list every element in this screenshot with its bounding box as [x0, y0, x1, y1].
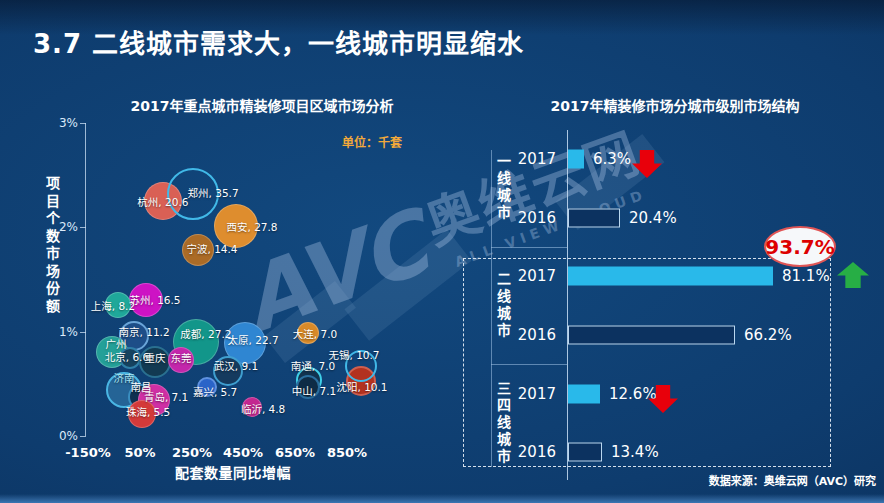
bubble-label: 宁波, 14.4 [186, 240, 237, 255]
x-tick-label: -150% [65, 445, 111, 460]
bar-value-label: 81.1% [782, 267, 830, 285]
bubble-label: 东莞 [171, 350, 192, 365]
x-tick-label: 250% [172, 445, 212, 460]
bar-year-label: 2017 [508, 385, 556, 403]
y-axis-line [85, 123, 86, 436]
bubble-label: 西安, 27.8 [226, 218, 277, 233]
y-tick-label: 1% [48, 325, 78, 339]
bar-year-label: 2017 [508, 267, 556, 285]
y-tick-label: 3% [48, 116, 78, 130]
bubble-label: 嘉兴, 5.7 [193, 384, 237, 399]
bubble-label: 珠海, 5.5 [126, 404, 170, 419]
bubble-label: 重庆 [145, 350, 166, 365]
bubble-label: 青岛, 7.1 [144, 388, 188, 403]
y-axis-title: 项目个数市场份额 [42, 176, 62, 336]
bar-chart-title: 2017年精装修市场分城市级别市场结构 [525, 95, 825, 115]
slide: 3.7 二线城市需求大，一线城市明显缩水 AVC 奥维云网 ALL VIEW C… [0, 0, 884, 503]
bar-value-label: 12.6% [609, 385, 657, 403]
y-tick-mark [80, 123, 86, 124]
bubble-label: 苏州, 16.5 [129, 291, 180, 306]
bar-year-label: 2016 [508, 443, 556, 461]
source-note: 数据来源：奥维云网（AVC）研究 [709, 472, 876, 488]
bar [568, 443, 602, 462]
unit-label: 单位：千套 [342, 133, 402, 150]
bubble-label: 沈阳, 10.1 [336, 378, 387, 393]
page-title: 3.7 二线城市需求大，一线城市明显缩水 [33, 23, 524, 60]
highlight-dashed-box [463, 258, 831, 467]
y-tick-label: 2% [48, 220, 78, 234]
bar [568, 326, 735, 345]
bar [568, 385, 600, 404]
bar-value-label: 6.3% [593, 150, 631, 168]
bar [568, 150, 584, 169]
x-tick-label: 50% [124, 445, 155, 460]
bar-year-label: 2016 [508, 326, 556, 344]
bubble-chart-title: 2017年重点城市精装修项目区域市场分析 [112, 95, 412, 115]
bubble-label: 上海, 8.2 [91, 298, 135, 313]
x-tick-label: 650% [275, 445, 315, 460]
bubble-label: 武汉, 9.1 [214, 357, 258, 372]
bottom-band [0, 494, 884, 503]
bubble-label: 无锡, 10.7 [328, 347, 379, 362]
bar [568, 209, 620, 228]
bubble-label: 中山, 7.1 [292, 383, 336, 398]
category-separator [491, 247, 568, 248]
bar-year-label: 2016 [508, 209, 556, 227]
x-axis-title: 配套数量同比增幅 [175, 462, 291, 482]
y-tick-mark [80, 332, 86, 333]
bubble-label: 北京, 6.6 [105, 349, 149, 364]
bubble-label: 临沂, 4.8 [241, 400, 285, 415]
highlight-ellipse: 93.7% [764, 226, 836, 267]
bubble-label: 太原, 22.7 [228, 332, 279, 347]
bubble-label: 大连, 7.0 [293, 326, 337, 341]
highlight-value: 93.7% [765, 235, 834, 259]
bubble-label: 成都, 27.2 [180, 326, 231, 341]
bar-value-label: 13.4% [611, 443, 659, 461]
y-tick-mark [80, 436, 86, 437]
x-tick-label: 850% [327, 445, 367, 460]
bar-year-label: 2017 [508, 150, 556, 168]
category-separator [491, 364, 568, 365]
y-tick-mark [80, 227, 86, 228]
y-tick-label: 0% [48, 429, 78, 443]
bar-value-label: 66.2% [744, 326, 792, 344]
bar-value-label: 20.4% [629, 209, 677, 227]
x-tick-label: 450% [223, 445, 263, 460]
increase-arrow-icon [837, 262, 869, 288]
bubble-label: 杭州, 20.6 [137, 194, 188, 209]
bubble-label: 郑州, 35.7 [188, 184, 239, 199]
bar [568, 267, 773, 286]
